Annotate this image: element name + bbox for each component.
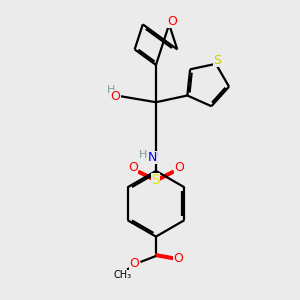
Text: O: O (130, 257, 140, 270)
Text: H: H (139, 150, 148, 161)
Text: H: H (107, 85, 116, 95)
Text: O: O (174, 161, 184, 174)
Text: S: S (152, 173, 160, 187)
Text: S: S (213, 54, 221, 68)
Text: O: O (128, 161, 138, 174)
Text: CH₃: CH₃ (113, 270, 132, 280)
Text: N: N (148, 151, 157, 164)
Text: O: O (167, 15, 177, 28)
Text: O: O (111, 90, 121, 103)
Text: O: O (173, 253, 183, 266)
